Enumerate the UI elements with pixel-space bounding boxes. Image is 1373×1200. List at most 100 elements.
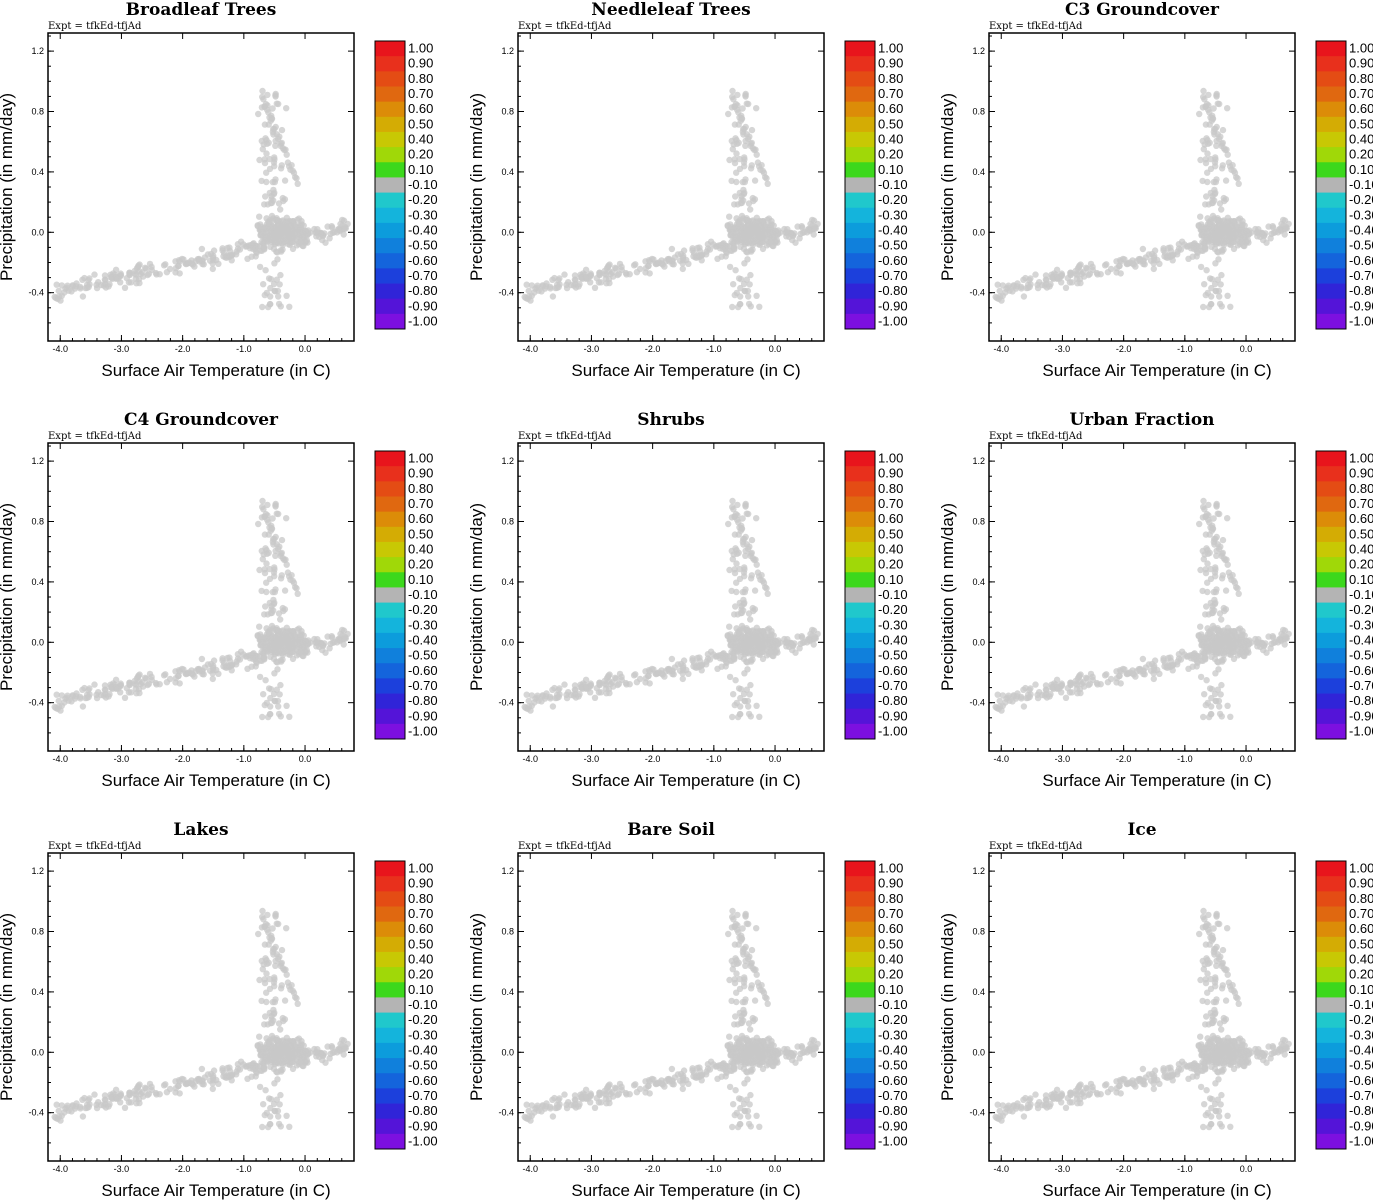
data-point [1222, 587, 1230, 594]
data-point [1160, 245, 1167, 252]
colorbar-swatch [1316, 298, 1346, 315]
x-axis-label: Surface Air Temperature (in C) [571, 361, 800, 380]
colorbar-label: -0.20 [408, 602, 438, 617]
data-point [248, 1073, 255, 1080]
data-point [646, 270, 653, 277]
data-point [1260, 646, 1267, 654]
x-axis-label: Surface Air Temperature (in C) [1042, 771, 1271, 790]
data-point [319, 1056, 326, 1064]
colorbar-label: 0.50 [408, 116, 433, 131]
data-point [55, 1107, 62, 1115]
data-point [280, 632, 287, 640]
data-point [757, 644, 764, 651]
colorbar-label: -0.90 [1349, 298, 1373, 313]
data-point [1209, 115, 1217, 123]
data-point [1260, 236, 1267, 244]
data-point [93, 1104, 101, 1112]
data-point [745, 293, 752, 300]
data-point [293, 585, 300, 592]
data-point [733, 638, 740, 645]
data-point [1208, 243, 1215, 250]
data-point [280, 222, 287, 230]
panel-title: Lakes [173, 820, 228, 840]
data-point [745, 200, 753, 207]
data-point [1224, 561, 1231, 568]
data-point [219, 1065, 226, 1072]
data-point [273, 100, 280, 107]
data-point [259, 87, 266, 95]
y-tick-label: 0.0 [501, 637, 514, 647]
data-point [264, 303, 272, 311]
data-point [609, 269, 616, 276]
data-point [283, 292, 290, 299]
colorbar-label: -0.80 [408, 693, 438, 708]
x-tick-label: -1.0 [1177, 754, 1193, 764]
data-point [747, 616, 754, 623]
data-point [602, 681, 610, 688]
data-point [1197, 673, 1205, 681]
colorbar-label: 0.40 [878, 542, 903, 557]
colorbar: 1.000.900.800.700.600.500.400.200.10-0.1… [374, 450, 438, 740]
data-point [263, 638, 270, 645]
data-point [1200, 713, 1207, 721]
data-point [1214, 627, 1221, 634]
data-point [742, 552, 749, 559]
data-point [152, 269, 160, 277]
data-point [176, 270, 183, 277]
data-point [710, 651, 717, 658]
data-point [740, 569, 748, 576]
data-point [266, 565, 273, 573]
data-point [1224, 151, 1231, 158]
data-point [1269, 633, 1276, 640]
colorbar-label: -0.80 [1349, 693, 1373, 708]
data-point [260, 506, 267, 513]
data-point [636, 675, 644, 683]
data-point [249, 655, 257, 663]
data-point [1216, 293, 1223, 300]
expt-label: Expt = tfkEd-tfjAd [48, 21, 142, 32]
data-point [1093, 269, 1101, 277]
data-point [1068, 689, 1076, 696]
colorbar-label: 0.20 [1349, 557, 1373, 572]
colorbar-label: -0.60 [878, 663, 908, 678]
data-point [680, 657, 688, 664]
data-point [176, 1090, 183, 1097]
data-point [747, 206, 754, 213]
data-point [1034, 284, 1042, 292]
scatter-points [992, 87, 1292, 311]
data-point [281, 177, 289, 184]
data-point [132, 1091, 140, 1098]
data-point [740, 159, 748, 166]
colorbar-swatch [845, 723, 875, 740]
x-tick-label: -1.0 [706, 754, 722, 764]
data-point [271, 189, 278, 196]
data-point [742, 142, 749, 149]
data-point [274, 659, 281, 666]
data-point [1235, 180, 1242, 187]
data-point [1212, 599, 1219, 606]
colorbar-label: 1.00 [1349, 451, 1373, 466]
data-point [210, 657, 218, 664]
colorbar-label: -0.60 [408, 663, 438, 678]
colorbar-label: 0.90 [408, 466, 433, 481]
x-tick-label: -2.0 [645, 344, 661, 354]
data-point [725, 110, 732, 118]
data-point [278, 549, 285, 557]
data-point [618, 263, 625, 271]
colorbar-label: 1.00 [878, 451, 903, 466]
panel-title: Broadleaf Trees [126, 0, 277, 20]
data-point [57, 297, 64, 304]
data-point [261, 566, 268, 573]
data-point [753, 105, 760, 112]
data-point [733, 169, 740, 176]
data-point [263, 560, 270, 567]
data-point [1208, 703, 1215, 710]
data-point [751, 177, 759, 184]
scatter-points [51, 497, 351, 721]
data-point [998, 707, 1005, 714]
data-point [328, 223, 335, 230]
colorbar-label: -0.30 [408, 207, 438, 222]
data-point [95, 689, 102, 696]
data-point [764, 590, 771, 597]
data-point [1113, 265, 1121, 272]
